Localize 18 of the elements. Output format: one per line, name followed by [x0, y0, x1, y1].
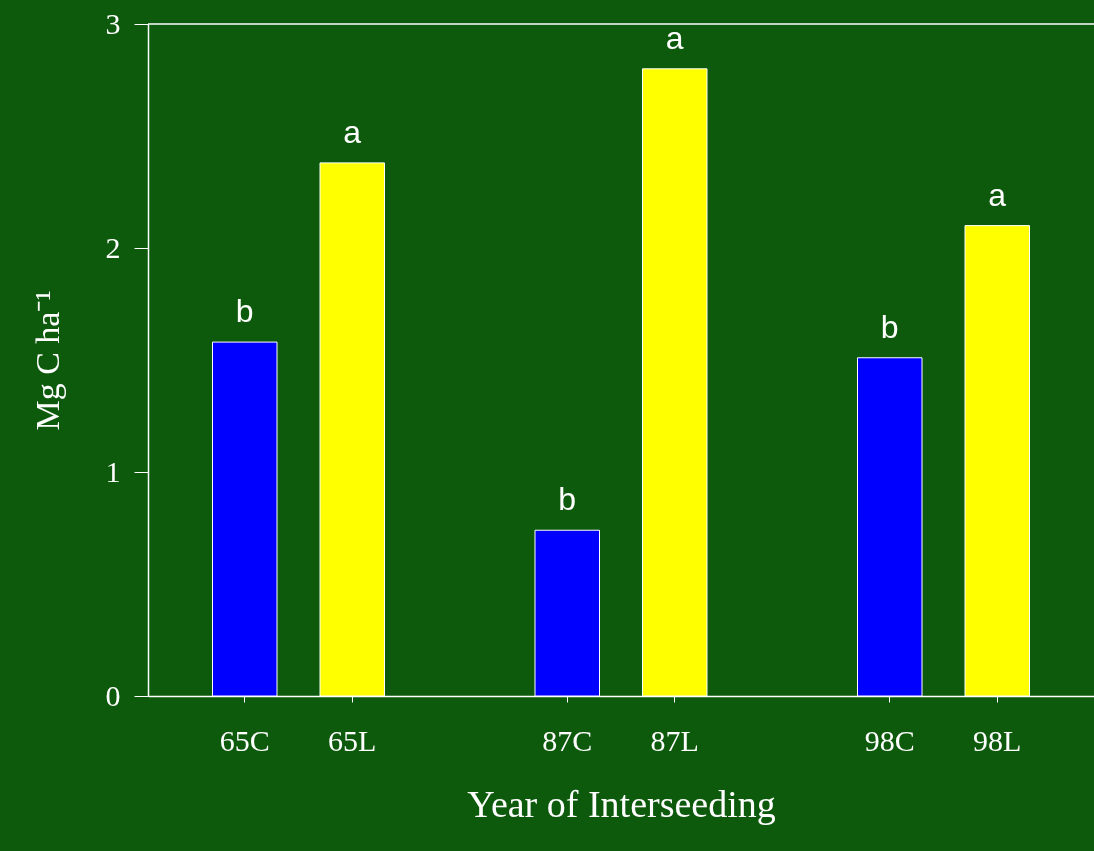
annotation: b: [558, 481, 577, 518]
x-tick-label: 98C: [864, 723, 915, 757]
annotation: a: [343, 113, 362, 150]
annotation: b: [880, 308, 899, 345]
x-tick-label: 65L: [328, 723, 377, 757]
y-tick-label: 3: [105, 6, 121, 40]
y-axis-title: Mg C ha⁻¹: [28, 290, 66, 431]
y-tick-label: 1: [105, 454, 121, 488]
annotation: b: [235, 293, 254, 330]
x-tick-label: 65C: [219, 723, 270, 757]
x-axis-title: Year of Interseeding: [467, 782, 776, 825]
annotation: a: [665, 19, 684, 56]
y-tick-label: 0: [105, 678, 121, 712]
y-tick-label: 2: [105, 230, 121, 264]
x-tick-label: 87L: [650, 723, 699, 757]
annotation: a: [988, 176, 1007, 213]
x-tick-label: 98L: [973, 723, 1022, 757]
x-tick-label: 87C: [542, 723, 593, 757]
